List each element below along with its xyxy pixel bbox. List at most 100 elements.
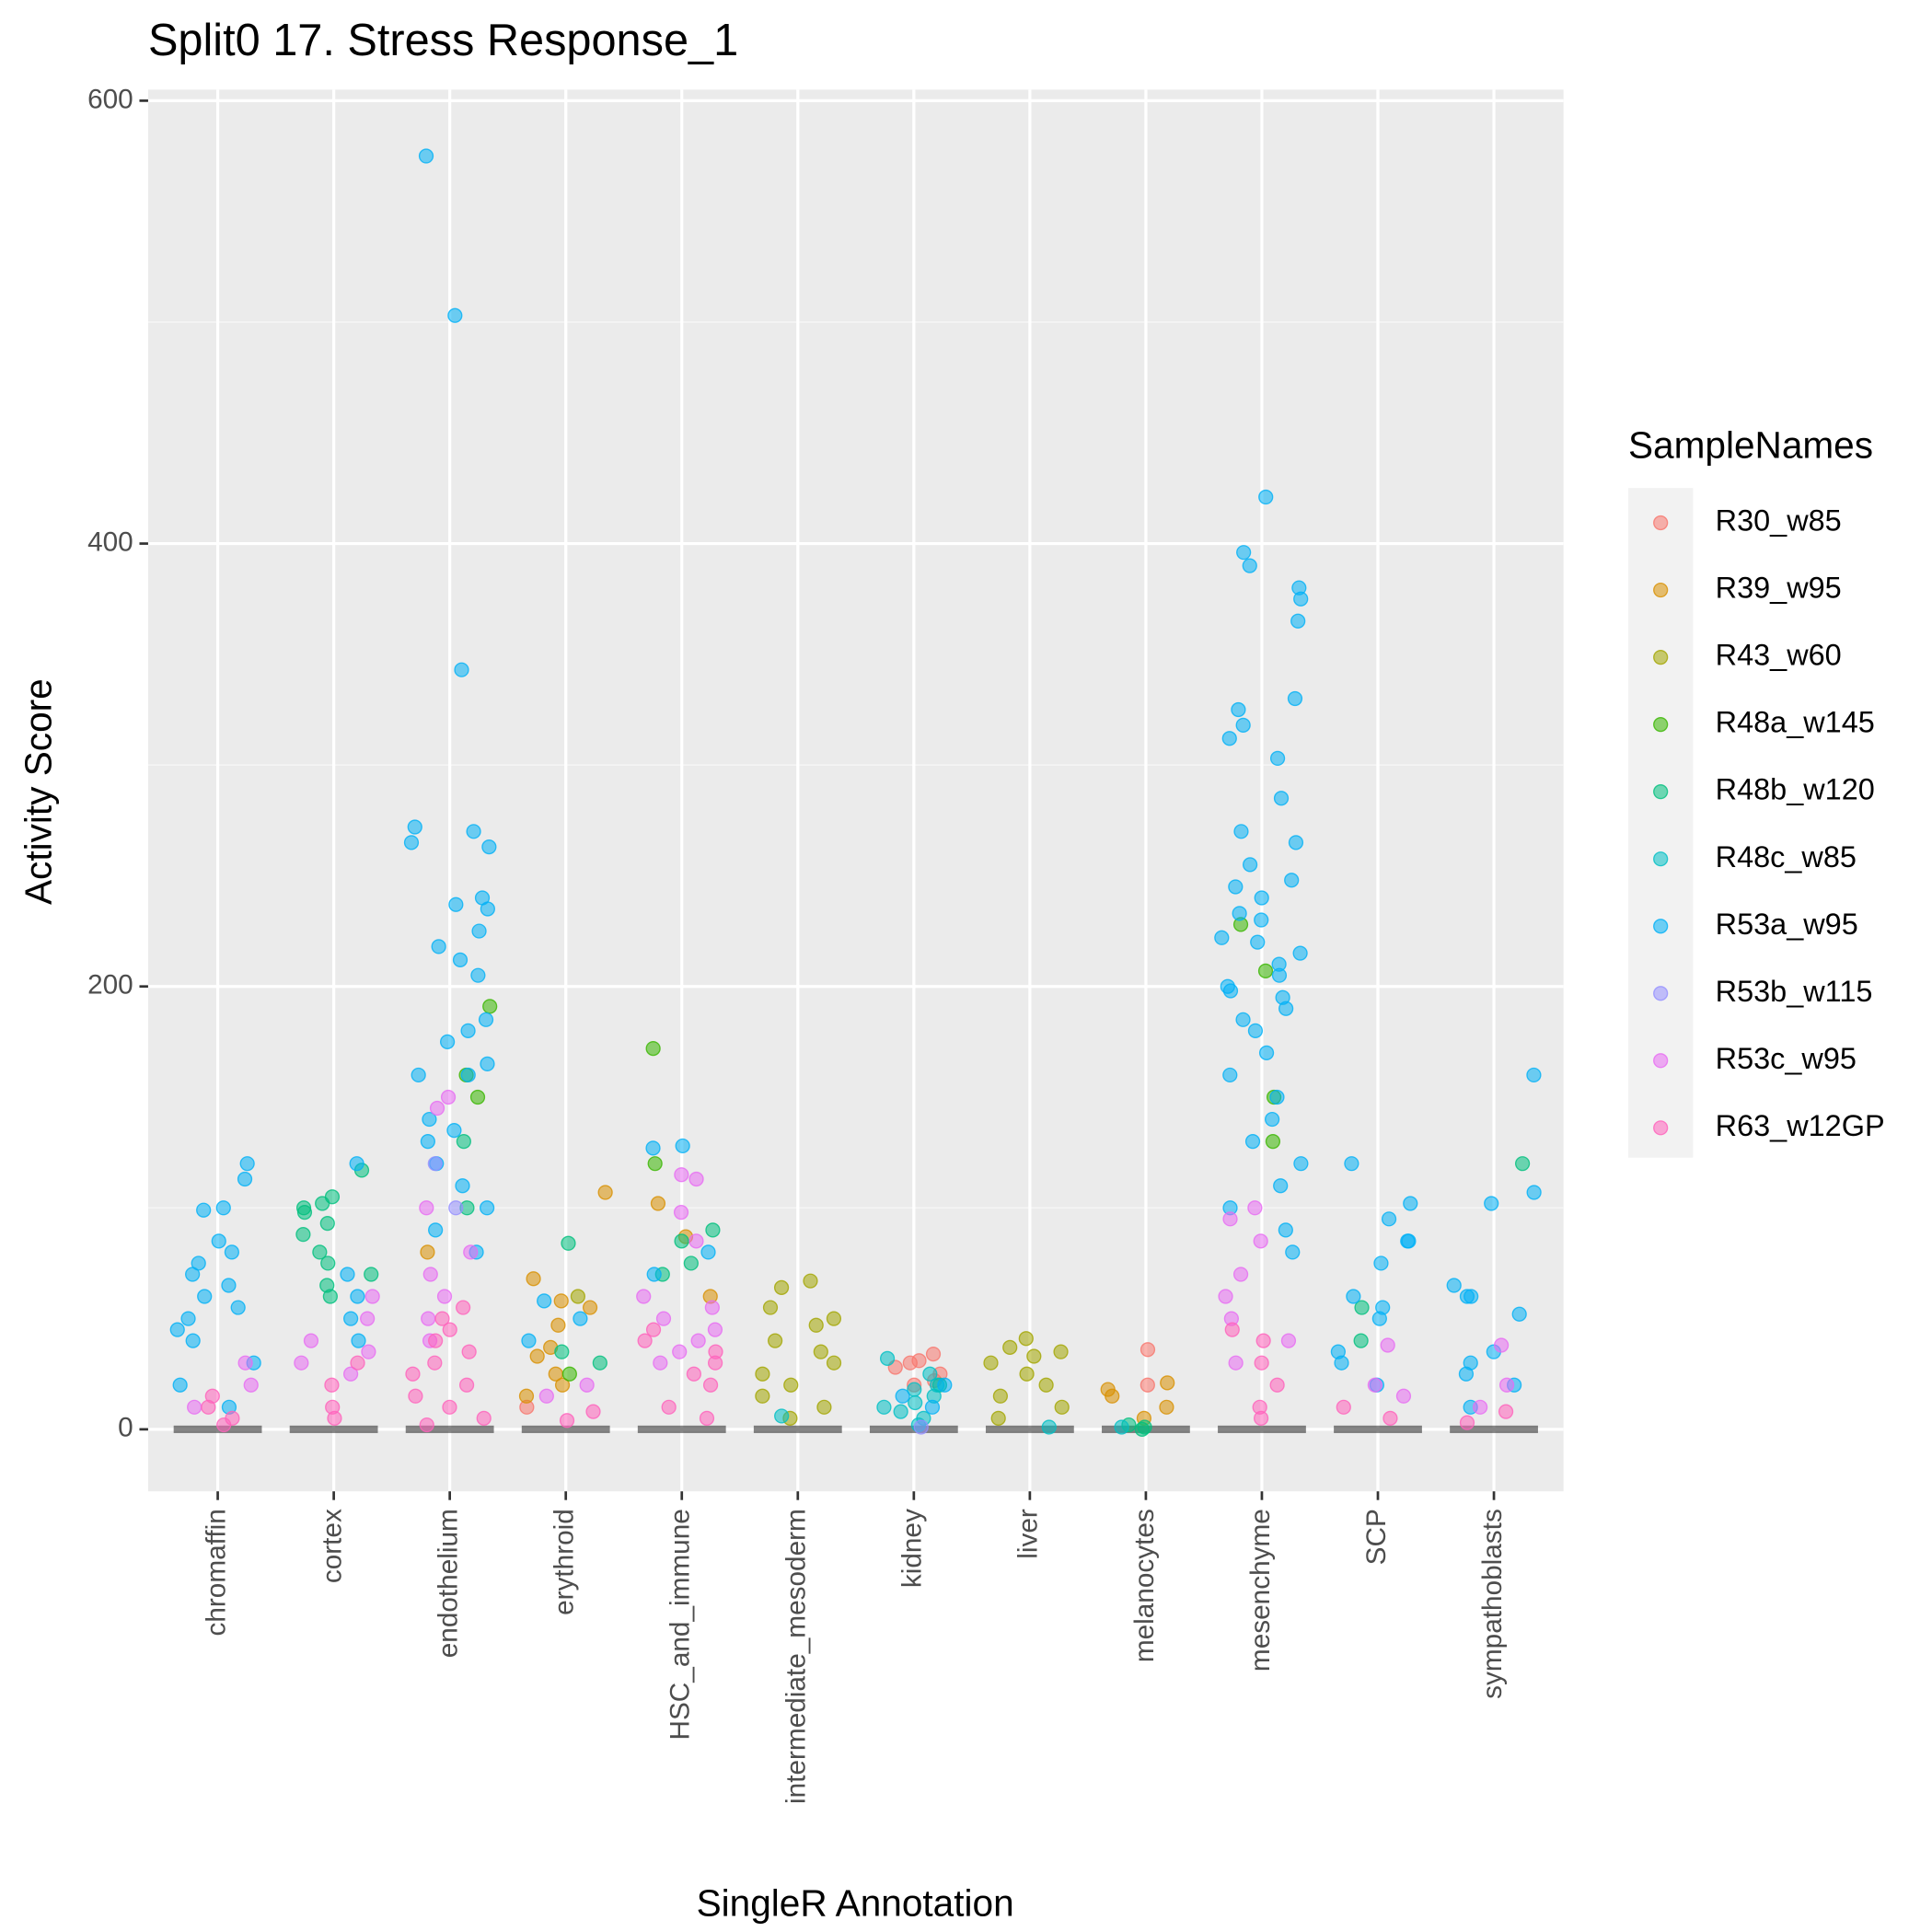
point: [224, 1244, 239, 1260]
point: [408, 1388, 423, 1404]
point: [803, 1273, 818, 1289]
point: [403, 835, 420, 850]
point: [1290, 613, 1306, 629]
point: [674, 1167, 689, 1183]
point: [1253, 1410, 1269, 1426]
point: [908, 1394, 923, 1411]
violin-base: [985, 1425, 1074, 1433]
point: [180, 1311, 196, 1326]
violin-base: [521, 1425, 610, 1433]
point: [215, 1200, 231, 1216]
point: [647, 1156, 663, 1172]
point: [471, 923, 487, 939]
point: [1038, 1377, 1054, 1393]
point: [550, 1317, 566, 1333]
point: [237, 1171, 253, 1187]
grid: [147, 89, 1564, 1492]
point: [1271, 967, 1288, 983]
point: [553, 1293, 569, 1309]
point: [476, 1410, 492, 1426]
point: [1382, 1410, 1398, 1426]
point: [1472, 1399, 1488, 1415]
point: [455, 1178, 470, 1194]
violin-base: [637, 1425, 726, 1433]
point: [172, 1377, 188, 1393]
point: [436, 1289, 453, 1304]
point: [521, 1333, 537, 1348]
point: [876, 1399, 892, 1415]
violin-base: [753, 1425, 842, 1433]
point: [1018, 1331, 1034, 1347]
point: [570, 1289, 586, 1304]
point: [1232, 1267, 1249, 1282]
point: [1401, 1233, 1417, 1249]
axes: 0 200 400 600 chromaffin cortex endothelium ery…: [87, 84, 1508, 1804]
point: [1244, 1134, 1261, 1150]
point: [1114, 1419, 1129, 1435]
point: [1371, 1311, 1387, 1326]
point: [655, 1311, 672, 1326]
point: [661, 1399, 677, 1415]
point: [480, 901, 495, 917]
point: [239, 1156, 255, 1172]
point: [349, 1156, 364, 1172]
point: [645, 1140, 661, 1156]
point: [992, 1388, 1009, 1404]
point: [463, 1244, 479, 1260]
point: [538, 1388, 554, 1404]
point: [561, 1366, 577, 1382]
violin-base: [289, 1425, 378, 1433]
point: [646, 1267, 662, 1282]
point: [1160, 1375, 1175, 1391]
point: [1336, 1399, 1351, 1415]
point: [1293, 591, 1309, 607]
legend-label: R30_w85: [1716, 504, 1842, 538]
point: [421, 1311, 436, 1326]
point: [762, 1300, 779, 1315]
point: [454, 662, 469, 677]
point: [418, 148, 434, 164]
point: [1231, 701, 1246, 718]
point: [773, 1279, 790, 1296]
point: [1140, 1342, 1156, 1358]
legend-label: R39_w95: [1716, 572, 1842, 605]
point: [1273, 1178, 1289, 1194]
legend-label: R48b_w120: [1716, 773, 1875, 806]
point: [636, 1289, 652, 1304]
point: [169, 1322, 185, 1337]
point: [925, 1346, 942, 1362]
plot-panel: [147, 89, 1564, 1492]
point: [526, 1271, 541, 1287]
point: [187, 1399, 202, 1415]
point: [783, 1377, 799, 1393]
point: [1285, 1244, 1301, 1260]
point: [816, 1399, 832, 1415]
point: [422, 1267, 438, 1282]
point: [683, 1255, 699, 1271]
point: [826, 1311, 842, 1326]
y-tick-label: 0: [118, 1413, 133, 1443]
point: [1381, 1211, 1397, 1227]
point: [237, 1355, 253, 1371]
point: [554, 1377, 571, 1393]
point: [1280, 1333, 1297, 1348]
point: [650, 1196, 666, 1211]
point: [592, 1355, 607, 1371]
point: [1288, 835, 1304, 850]
x-tick-label: liver: [1013, 1509, 1044, 1559]
point: [1105, 1388, 1120, 1404]
point: [470, 967, 486, 983]
point: [466, 824, 481, 839]
legend-title: SampleNames: [1628, 424, 1873, 467]
point: [688, 1171, 704, 1187]
point: [340, 1267, 355, 1282]
point: [690, 1333, 706, 1348]
point: [364, 1267, 379, 1282]
point: [1293, 1156, 1309, 1172]
point: [645, 1040, 661, 1057]
point: [294, 1355, 309, 1371]
point: [637, 1333, 653, 1348]
point: [1334, 1355, 1349, 1371]
point: [440, 1089, 457, 1105]
point: [1403, 1196, 1418, 1211]
